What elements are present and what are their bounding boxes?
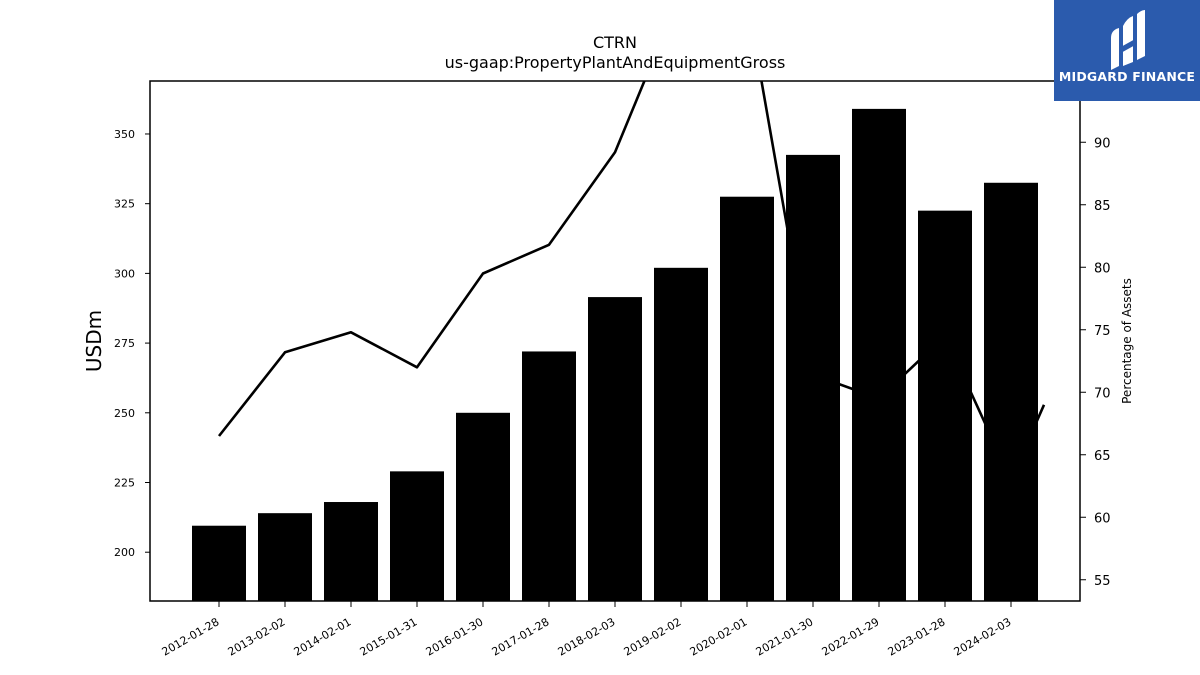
percentage-line [217, 81, 1046, 482]
bar-2019-02-02 [654, 267, 708, 601]
y2-tick-label: 60 [1094, 511, 1111, 526]
chart-subtitle: us-gaap:PropertyPlantAndEquipmentGross [445, 53, 786, 72]
y-tick-label: 250 [114, 407, 135, 420]
y-tick-label: 350 [114, 128, 135, 141]
x-tick-label: 2019-02-02 [622, 615, 684, 658]
x-tick-label: 2022-01-29 [820, 615, 882, 658]
bar-2014-02-01 [324, 502, 378, 601]
x-tick-label: 2018-02-03 [556, 615, 618, 658]
x-tick-label: 2020-02-01 [688, 615, 750, 658]
x-tick-label: 2016-01-30 [424, 615, 486, 658]
y2-tick-label: 65 [1094, 449, 1111, 464]
logo: MIDGARD FINANCE [1054, 0, 1200, 101]
y2-tick-label: 80 [1094, 261, 1111, 276]
bar-2015-01-31 [390, 471, 444, 601]
x-tick-label: 2024-02-03 [952, 615, 1014, 658]
x-tick-label: 2012-01-28 [160, 615, 222, 658]
x-tick-label: 2021-01-30 [754, 615, 816, 658]
y2-tick-label: 75 [1094, 324, 1111, 339]
bar-2022-01-29 [852, 108, 906, 601]
bar-2018-02-03 [588, 297, 642, 601]
bar-2023-01-28 [918, 210, 972, 601]
x-tick-label: 2017-01-28 [490, 615, 552, 658]
bar-2024-02-03 [984, 182, 1038, 601]
bar-2017-01-28 [522, 351, 576, 601]
x-tick-label: 2014-02-01 [292, 615, 354, 658]
chart-title: CTRN [593, 33, 637, 52]
y2-tick-label: 70 [1094, 386, 1111, 401]
y-tick-label: 300 [114, 267, 135, 280]
x-tick-label: 2023-01-28 [886, 615, 948, 658]
bar-2013-02-02 [258, 513, 312, 601]
bar-2020-02-01 [720, 196, 774, 601]
logo-text: MIDGARD FINANCE [1058, 69, 1196, 84]
y2-tick-label: 55 [1094, 574, 1111, 589]
bar-2021-01-30 [786, 154, 840, 601]
bar-2016-01-30 [456, 412, 510, 601]
y-tick-label: 225 [114, 477, 135, 490]
y-axis-label: USDm [82, 310, 106, 372]
x-tick-label: 2015-01-31 [358, 615, 420, 658]
bar-2012-01-28 [192, 525, 246, 601]
y2-tick-label: 85 [1094, 199, 1111, 214]
y-tick-label: 275 [114, 337, 135, 350]
midgard-finance-logo-icon [1111, 10, 1145, 70]
y2-axis-label: Percentage of Assets [1120, 278, 1134, 404]
y-tick-label: 200 [114, 546, 135, 559]
y-tick-label: 325 [114, 198, 135, 211]
y2-tick-label: 90 [1094, 136, 1111, 151]
x-tick-label: 2013-02-02 [226, 615, 288, 658]
